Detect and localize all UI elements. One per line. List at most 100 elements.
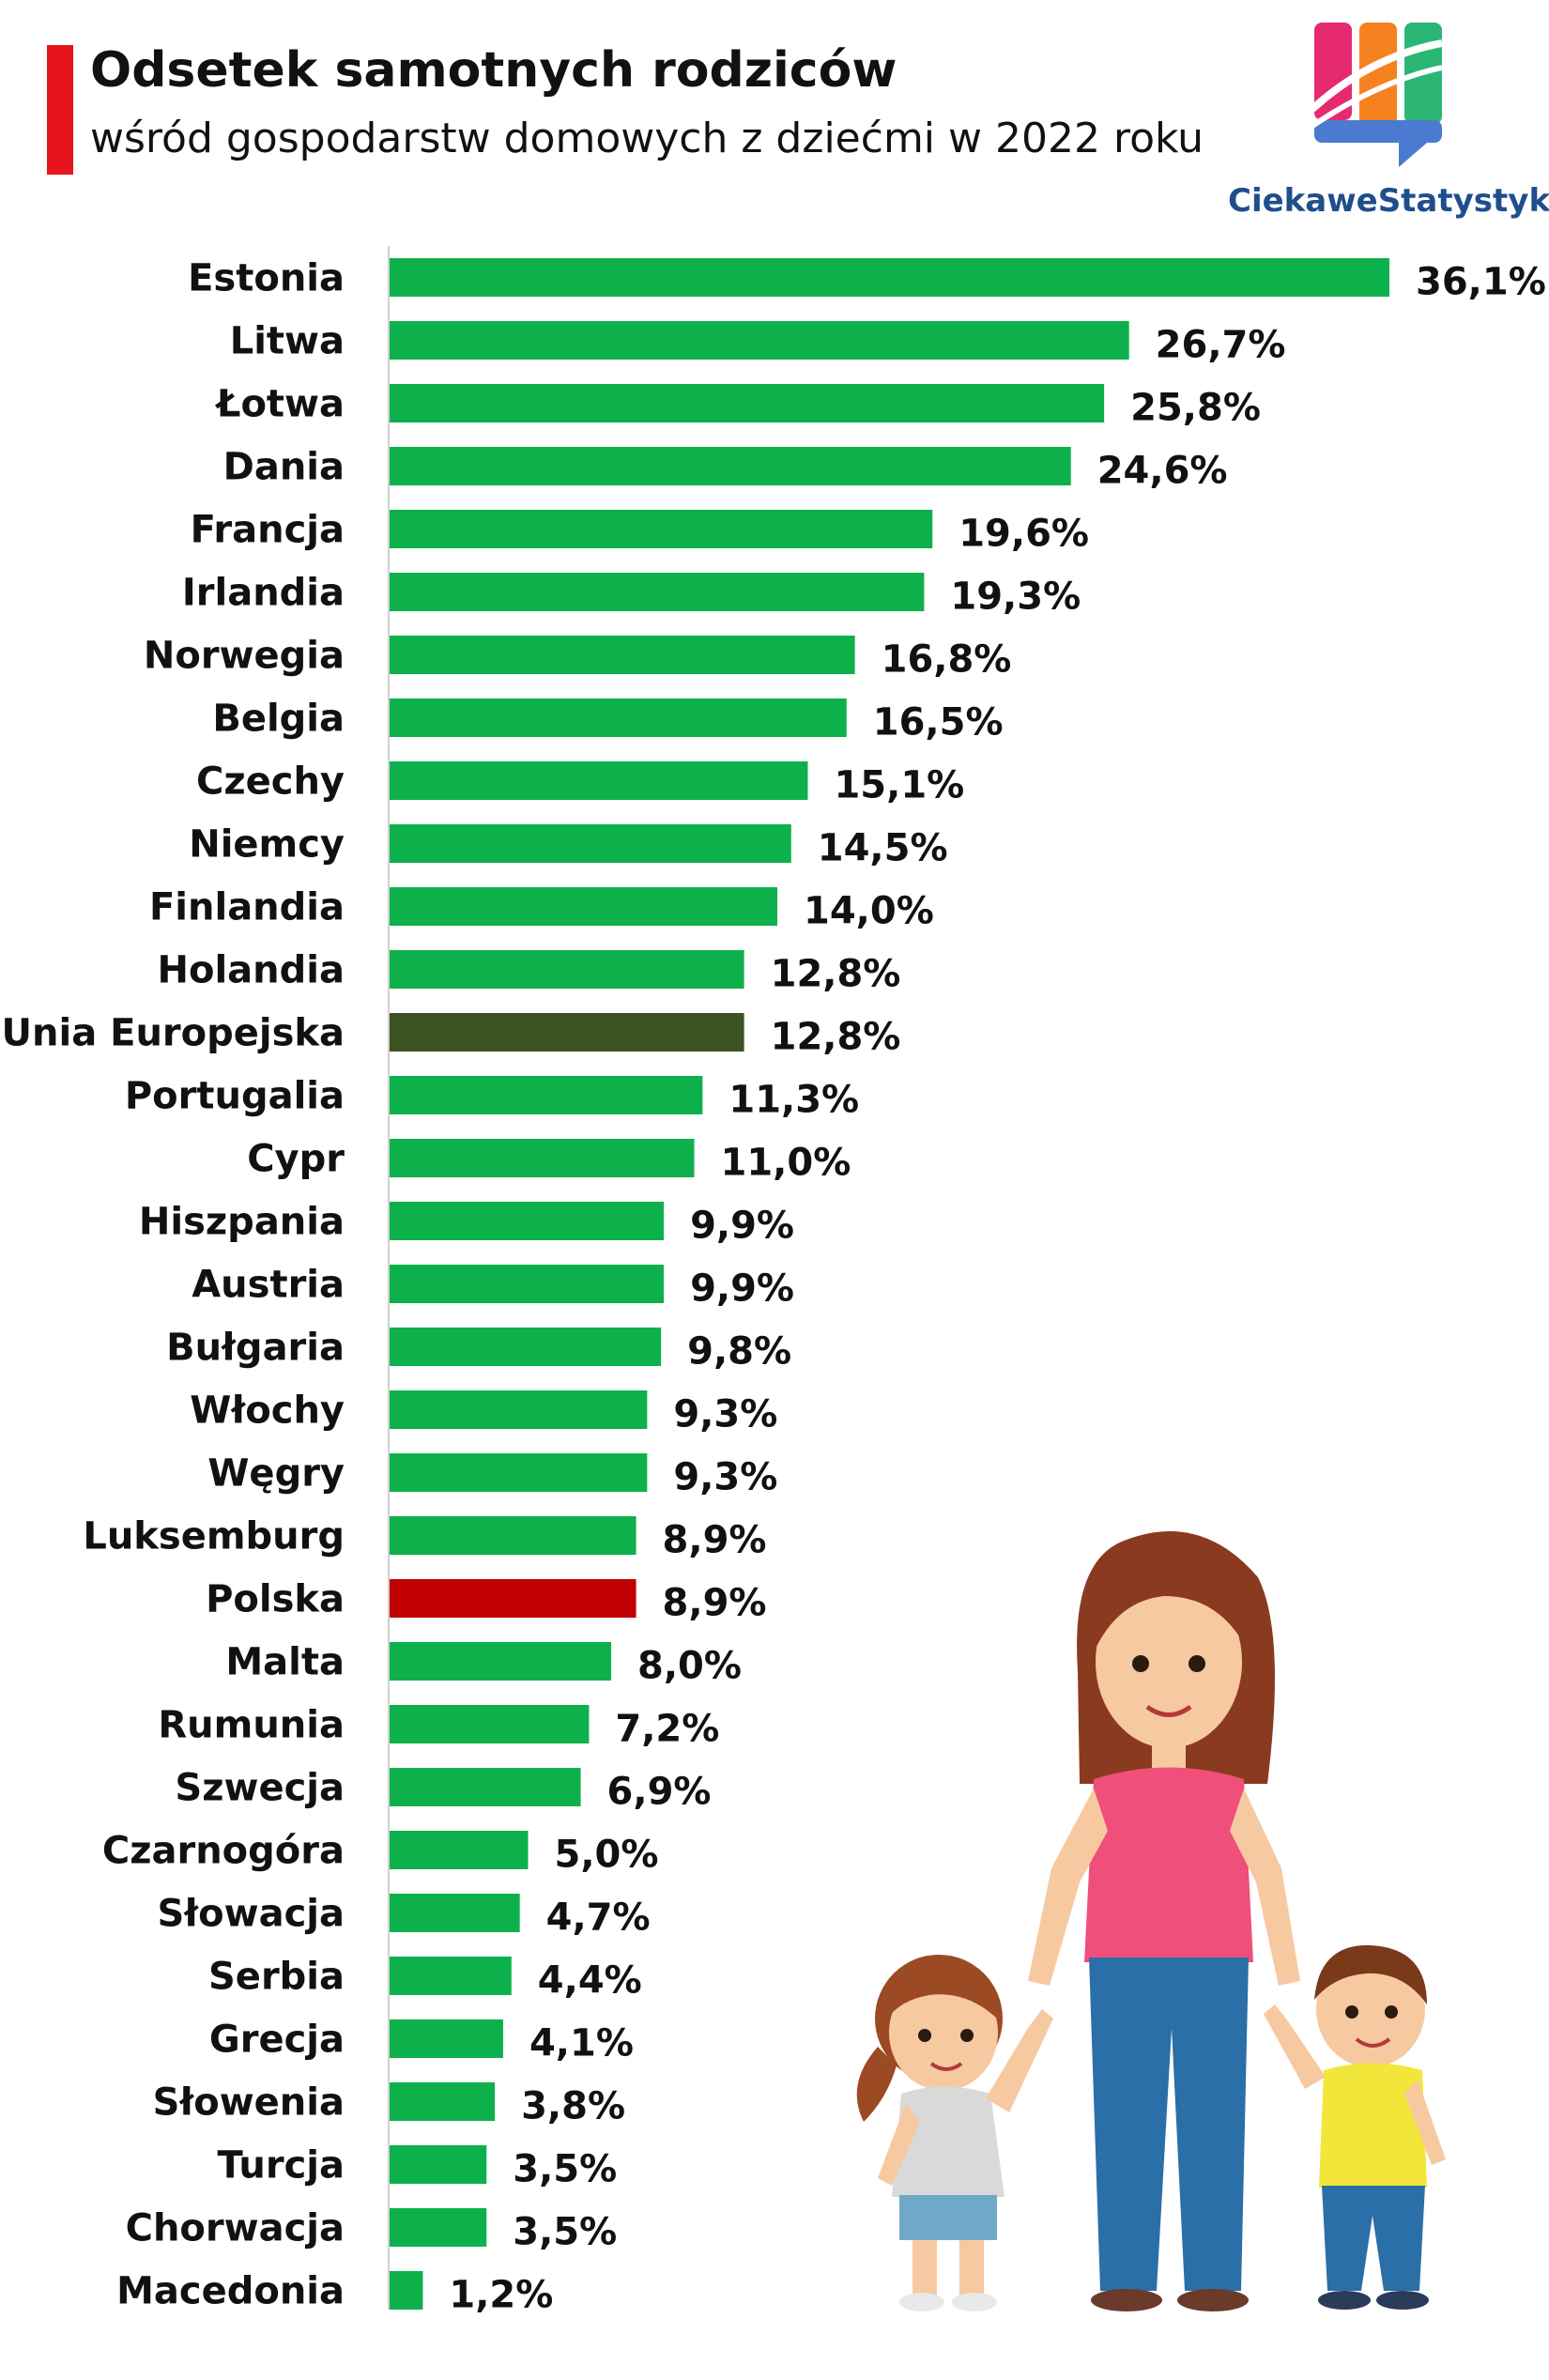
category-label-belgia: Belgia xyxy=(212,698,345,741)
bar-francja xyxy=(390,510,933,548)
category-label-cypr: Cypr xyxy=(247,1138,345,1181)
category-label-norwegia: Norwegia xyxy=(144,635,345,678)
category-label-slowacja: Słowacja xyxy=(158,1893,345,1936)
category-label-grecja: Grecja xyxy=(209,2019,345,2062)
value-label-rumunia: 7,2% xyxy=(615,1708,719,1751)
value-label-niemcy: 14,5% xyxy=(818,827,948,870)
bar-norwegia xyxy=(390,636,855,674)
value-label-unia-europejska: 12,8% xyxy=(771,1016,901,1059)
bar-szwecja xyxy=(390,1768,581,1806)
bar-unia-europejska xyxy=(390,1013,744,1052)
value-label-polska: 8,9% xyxy=(663,1582,767,1625)
value-label-francja: 19,6% xyxy=(959,513,1089,556)
mother-with-two-children-illustration xyxy=(856,1531,1446,2311)
value-label-norwegia: 16,8% xyxy=(882,638,1012,682)
value-label-chorwacja: 3,5% xyxy=(513,2211,617,2254)
bar-portugalia xyxy=(390,1076,703,1114)
value-label-cypr: 11,0% xyxy=(721,1142,851,1185)
category-label-czechy: Czechy xyxy=(196,760,345,804)
value-label-turcja: 3,5% xyxy=(513,2148,617,2191)
category-label-polska: Polska xyxy=(206,1578,345,1621)
bar-dania xyxy=(390,447,1071,485)
girl-figure xyxy=(856,1955,1053,2311)
category-label-niemcy: Niemcy xyxy=(189,823,345,867)
value-label-belgia: 16,5% xyxy=(873,701,1004,745)
value-label-serbia: 4,4% xyxy=(538,1959,642,2003)
value-label-slowenia: 3,8% xyxy=(521,2085,625,2128)
bar-grecja xyxy=(390,2019,503,2058)
bar-wlochy xyxy=(390,1390,648,1429)
category-label-portugalia: Portugalia xyxy=(125,1075,345,1118)
category-label-wegry: Węgry xyxy=(207,1452,345,1496)
bar-estonia xyxy=(390,258,1389,297)
value-label-wegry: 9,3% xyxy=(673,1456,777,1499)
category-label-unia-europejska: Unia Europejska xyxy=(2,1012,345,1055)
category-label-bulgaria: Bułgaria xyxy=(166,1327,345,1370)
value-label-finlandia: 14,0% xyxy=(804,890,934,933)
bar-bulgaria xyxy=(390,1328,662,1366)
bar-polska xyxy=(390,1579,636,1618)
bar-luksemburg xyxy=(390,1516,636,1555)
value-label-szwecja: 6,9% xyxy=(607,1771,712,1814)
value-label-estonia: 36,1% xyxy=(1416,261,1546,304)
category-label-rumunia: Rumunia xyxy=(158,1704,345,1747)
brand-name: CiekaweStatystyki.pl xyxy=(1228,182,1549,220)
mother-figure xyxy=(1028,1531,1300,2311)
value-label-holandia: 12,8% xyxy=(771,953,901,996)
category-label-czarnogora: Czarnogóra xyxy=(102,1830,345,1873)
boy-figure xyxy=(1264,1944,1446,2310)
value-label-malta: 8,0% xyxy=(637,1645,742,1688)
category-label-malta: Malta xyxy=(225,1641,345,1684)
bar-irlandia xyxy=(390,573,925,611)
bar-austria xyxy=(390,1265,665,1303)
bar-turcja xyxy=(390,2145,487,2184)
category-label-litwa: Litwa xyxy=(230,320,345,363)
bar-belgia xyxy=(390,699,847,737)
brand-logo-icon xyxy=(1310,23,1443,167)
value-label-hiszpania: 9,9% xyxy=(690,1205,794,1248)
category-label-dania: Dania xyxy=(223,446,345,489)
category-label-chorwacja: Chorwacja xyxy=(126,2207,345,2250)
title-accent-bar xyxy=(47,45,73,175)
value-label-grecja: 4,1% xyxy=(529,2022,634,2065)
value-label-macedonia: 1,2% xyxy=(449,2274,553,2317)
bar-chorwacja xyxy=(390,2208,487,2247)
bar-rumunia xyxy=(390,1705,590,1743)
bar-cypr xyxy=(390,1139,695,1177)
bar-hiszpania xyxy=(390,1202,665,1240)
category-label-turcja: Turcja xyxy=(217,2144,345,2188)
bar-finlandia xyxy=(390,887,778,926)
bar-czechy xyxy=(390,761,808,800)
category-label-finlandia: Finlandia xyxy=(149,886,345,929)
value-label-bulgaria: 9,8% xyxy=(687,1330,791,1374)
category-label-francja: Francja xyxy=(191,509,345,552)
value-label-irlandia: 19,3% xyxy=(950,576,1081,619)
value-label-litwa: 26,7% xyxy=(1156,324,1286,367)
bar-litwa xyxy=(390,321,1129,360)
value-label-czechy: 15,1% xyxy=(834,764,964,807)
value-label-luksemburg: 8,9% xyxy=(663,1519,767,1562)
chart-title: Odsetek samotnych rodziców xyxy=(90,42,897,99)
value-label-portugalia: 11,3% xyxy=(728,1079,859,1122)
bar-niemcy xyxy=(390,824,791,863)
category-label-serbia: Serbia xyxy=(208,1956,345,1999)
category-label-holandia: Holandia xyxy=(158,949,345,992)
bar-czarnogora xyxy=(390,1831,529,1869)
category-label-lotwa: Łotwa xyxy=(215,383,345,426)
value-label-austria: 9,9% xyxy=(690,1267,794,1311)
value-label-lotwa: 25,8% xyxy=(1130,387,1261,430)
category-label-austria: Austria xyxy=(192,1264,345,1307)
value-label-dania: 24,6% xyxy=(1097,450,1228,493)
bar-holandia xyxy=(390,950,744,989)
value-label-czarnogora: 5,0% xyxy=(555,1834,659,1877)
category-label-irlandia: Irlandia xyxy=(182,572,345,615)
value-label-slowacja: 4,7% xyxy=(546,1896,651,1940)
bar-wegry xyxy=(390,1453,648,1492)
category-label-luksemburg: Luksemburg xyxy=(83,1515,345,1559)
bar-macedonia xyxy=(390,2271,423,2310)
chart-subtitle: wśród gospodarstw domowych z dziećmi w 2… xyxy=(90,115,1204,162)
bar-lotwa xyxy=(390,384,1105,422)
category-label-slowenia: Słowenia xyxy=(153,2081,345,2125)
category-label-wlochy: Włochy xyxy=(190,1390,345,1433)
